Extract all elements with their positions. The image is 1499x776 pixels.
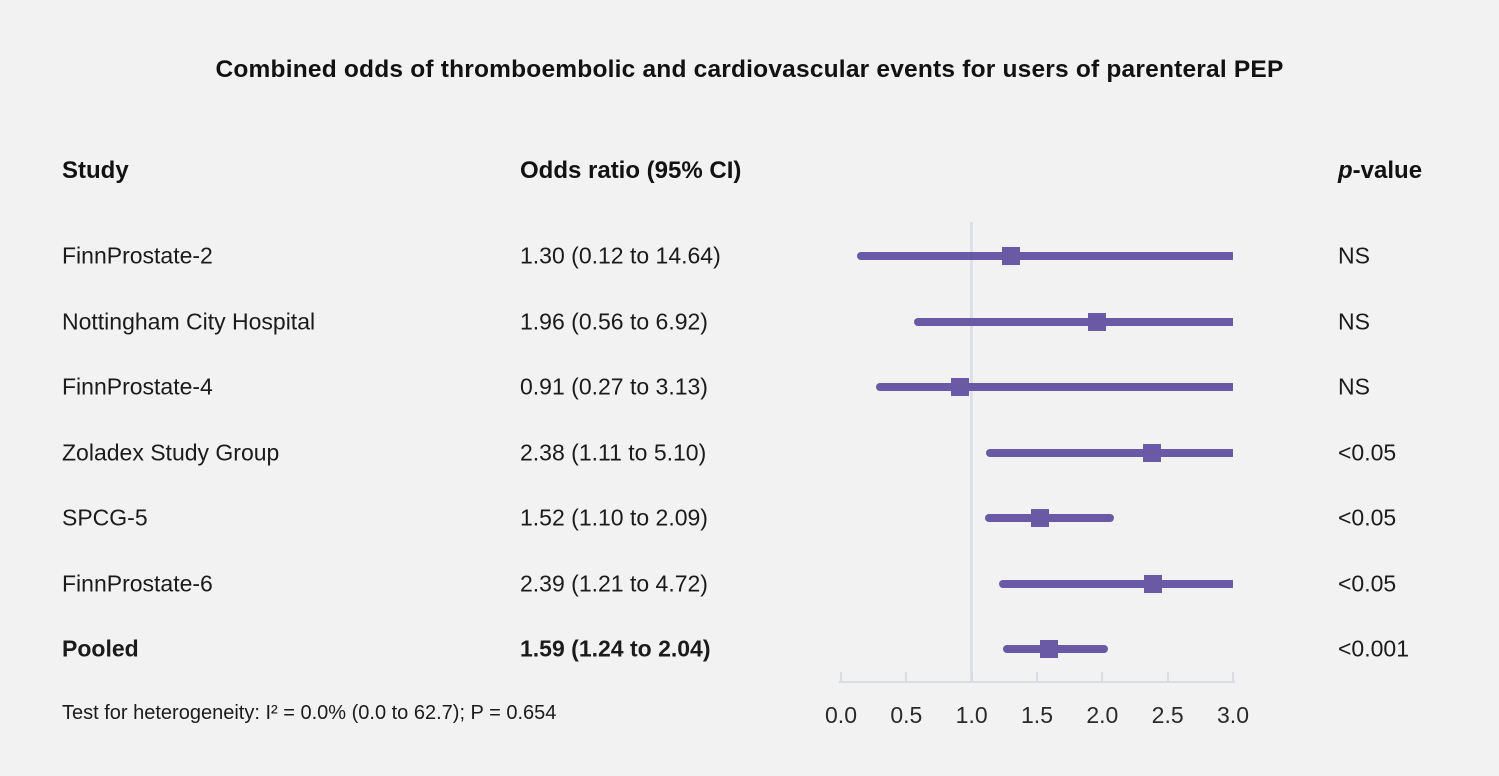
study-label: FinnProstate-6	[62, 570, 213, 596]
study-label: FinnProstate-2	[62, 242, 213, 269]
p-value: <0.001	[1338, 635, 1409, 662]
or-ci-value: 1.30 (0.12 to 14.64)	[520, 242, 721, 269]
ci-line	[986, 448, 1233, 457]
or-ci-value: 1.52 (1.10 to 2.09)	[520, 504, 708, 531]
p-value: NS	[1338, 308, 1370, 334]
or-marker	[1142, 443, 1161, 462]
or-marker	[1039, 640, 1058, 658]
p-value: NS	[1338, 373, 1370, 400]
x-axis-tick	[905, 672, 908, 681]
x-axis-tick	[840, 672, 842, 681]
column-header-study: Study	[62, 157, 129, 184]
x-axis-tick-label: 1.0	[955, 702, 988, 728]
heterogeneity-footnote: Test for heterogeneity: I² = 0.0% (0.0 t…	[62, 702, 557, 724]
p-value: <0.05	[1338, 439, 1397, 465]
ci-line	[984, 514, 1115, 522]
x-axis-tick	[1232, 672, 1234, 681]
chart-title: Combined odds of thromboembolic and card…	[215, 56, 1284, 83]
x-axis-tick-label: 0.5	[890, 702, 923, 728]
or-ci-value: 1.59 (1.24 to 2.04)	[520, 635, 711, 662]
or-ci-value: 0.91 (0.27 to 3.13)	[520, 373, 708, 400]
x-axis-tick-label: 2.5	[1151, 702, 1184, 728]
or-ci-value: 2.38 (1.11 to 5.10)	[520, 439, 707, 465]
column-header-p-value: p-value	[1338, 157, 1422, 185]
or-marker	[1001, 247, 1020, 265]
x-axis-tick-label: 1.5	[1021, 702, 1053, 728]
x-axis-tick-label: 2.0	[1086, 702, 1119, 728]
or-marker	[950, 378, 969, 396]
column-header-odds-ratio: Odds ratio (95% CI)	[520, 157, 742, 184]
x-axis-line	[839, 681, 1235, 683]
x-axis-tick	[1166, 672, 1169, 681]
x-axis-tick	[970, 672, 973, 681]
study-label: FinnProstate-4	[62, 373, 213, 400]
study-label: SPCG-5	[62, 504, 148, 531]
or-marker	[1144, 574, 1163, 593]
x-axis-tick-label: 0.0	[825, 702, 857, 728]
p-value: <0.05	[1338, 570, 1397, 596]
reference-line-or-1	[970, 222, 974, 682]
ci-line	[999, 579, 1233, 588]
x-axis-tick	[1101, 672, 1104, 681]
study-label: Nottingham City Hospital	[62, 308, 316, 334]
or-ci-value: 2.39 (1.21 to 4.72)	[520, 570, 708, 596]
x-axis-tick-label: 3.0	[1217, 702, 1249, 728]
or-marker	[1030, 509, 1049, 527]
ci-line	[856, 252, 1233, 260]
or-ci-value: 1.96 (0.56 to 6.92)	[520, 308, 708, 334]
p-value: NS	[1338, 242, 1370, 269]
or-marker	[1088, 312, 1107, 331]
p-value: <0.05	[1338, 504, 1397, 531]
ci-line	[914, 317, 1233, 326]
x-axis-tick	[1036, 672, 1038, 681]
study-label: Zoladex Study Group	[62, 439, 280, 465]
p-value-header-rest: -value	[1352, 157, 1423, 184]
p-value-header-italic-p: p	[1338, 157, 1353, 184]
study-label: Pooled	[62, 635, 139, 662]
ci-line	[876, 383, 1233, 391]
